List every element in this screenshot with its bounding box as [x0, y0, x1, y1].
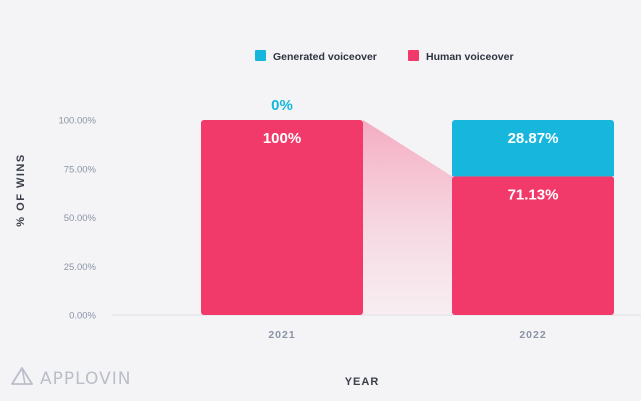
data-label-generated-2022: 28.87% [508, 130, 559, 147]
data-label-generated-2021: 0% [271, 97, 293, 114]
labels-layer: 0% 100% 2021 28.87% 71.13% 2022 [263, 97, 559, 341]
x-tick-label-2022: 2022 [519, 329, 546, 341]
y-tick-label: 75.00% [64, 164, 97, 175]
bar-generated-edge-2022 [452, 172, 614, 177]
legend: Generated voiceover Human voiceover [255, 50, 514, 63]
y-tick-label: 50.00% [64, 213, 97, 224]
connector-layer [363, 120, 452, 315]
legend-label-1: Human voiceover [426, 51, 514, 63]
legend-swatch-1 [408, 50, 419, 61]
legend-label-0: Generated voiceover [273, 51, 377, 63]
x-tick-label-2021: 2021 [268, 329, 295, 341]
y-tick-label: 100.00% [58, 116, 96, 127]
connector-band [363, 120, 452, 315]
y-axis-label: % OF WINS [15, 153, 27, 226]
legend-swatch-0 [255, 50, 266, 61]
bar-human-2021 [201, 120, 363, 315]
y-tick-label: 0.00% [69, 311, 96, 322]
logo-text: APPLOVIN [40, 368, 132, 389]
bar-human-2022 [452, 176, 614, 315]
applovin-triangle-icon [10, 366, 34, 391]
y-tick-label: 25.00% [64, 262, 97, 273]
data-label-human-2022: 71.13% [508, 186, 559, 203]
x-axis-label: YEAR [345, 376, 380, 388]
bar-generated-2022 [452, 120, 614, 177]
bars-layer [201, 120, 614, 315]
data-label-human-2021: 100% [263, 130, 301, 147]
applovin-logo: APPLOVIN [10, 366, 131, 391]
